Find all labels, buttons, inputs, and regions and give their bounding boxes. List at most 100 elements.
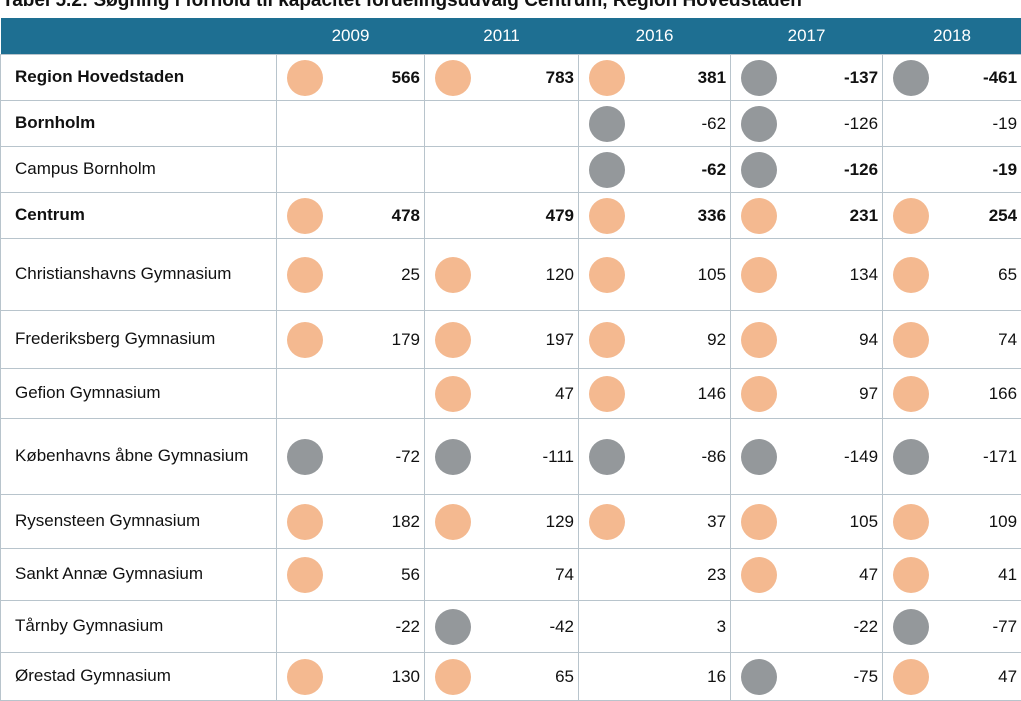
value-cell: 37 [635,495,731,549]
indicator [287,557,323,593]
indicator-cell [277,369,333,419]
indicator [893,322,929,358]
value-cell: 16 [635,653,731,701]
indicator-cell [731,311,787,369]
row-name: Campus Bornholm [1,147,277,193]
column-header: 2011 [425,18,579,55]
value-cell: 478 [333,193,425,239]
value-cell: 129 [481,495,579,549]
value-cell: 56 [333,549,425,601]
indicator-cell [883,147,939,193]
indicator-cell [731,55,787,101]
value-cell: 74 [481,549,579,601]
indicator-cell [883,653,939,701]
indicator-cell [883,495,939,549]
indicator [741,504,777,540]
indicator [287,659,323,695]
indicator [435,376,471,412]
value-cell: 105 [635,239,731,311]
indicator [589,257,625,293]
indicator-cell [579,419,635,495]
indicator [893,609,929,645]
value-cell: 134 [787,239,883,311]
value-cell: -42 [481,601,579,653]
column-header: 2017 [731,18,883,55]
indicator-cell [425,369,481,419]
indicator-cell [883,55,939,101]
row-name: Centrum [1,193,277,239]
indicator-cell [277,311,333,369]
indicator [741,106,777,142]
indicator [435,60,471,96]
value-cell: 92 [635,311,731,369]
indicator [589,60,625,96]
indicator-cell [425,147,481,193]
value-cell: 47 [939,653,1021,701]
value-cell [481,147,579,193]
value-cell: 166 [939,369,1021,419]
indicator-cell [731,653,787,701]
indicator-cell [277,495,333,549]
row-name: Sankt Annæ Gymnasium [1,549,277,601]
indicator-cell [579,193,635,239]
indicator-cell [883,239,939,311]
value-cell: 25 [333,239,425,311]
indicator-cell [579,495,635,549]
indicator-cell [883,549,939,601]
indicator-cell [579,239,635,311]
indicator-cell [883,311,939,369]
indicator-cell [425,311,481,369]
indicator [741,257,777,293]
indicator-cell [579,101,635,147]
value-cell: -126 [787,147,883,193]
value-cell [333,101,425,147]
value-cell: 74 [939,311,1021,369]
value-cell: -22 [333,601,425,653]
indicator [287,322,323,358]
value-cell: 182 [333,495,425,549]
indicator-cell [277,653,333,701]
row-name: Region Hovedstaden [1,55,277,101]
indicator [893,439,929,475]
indicator-cell [731,419,787,495]
indicator [893,659,929,695]
value-cell: 479 [481,193,579,239]
indicator-cell [277,55,333,101]
indicator-cell [883,419,939,495]
indicator [893,504,929,540]
value-cell: 254 [939,193,1021,239]
indicator-cell [883,601,939,653]
indicator-cell [731,239,787,311]
indicator-cell [425,55,481,101]
indicator-cell [277,419,333,495]
indicator-cell [277,101,333,147]
value-cell: 120 [481,239,579,311]
indicator-cell [579,147,635,193]
value-cell [333,147,425,193]
indicator [287,257,323,293]
value-cell: 109 [939,495,1021,549]
indicator-cell [579,653,635,701]
value-cell: 197 [481,311,579,369]
indicator [435,659,471,695]
value-cell: 130 [333,653,425,701]
column-header: 2016 [579,18,731,55]
indicator-cell [883,193,939,239]
table-title: Tabel 5.2: Søgning i forhold til kapacit… [2,0,802,12]
indicator-cell [579,369,635,419]
value-cell: 381 [635,55,731,101]
indicator [741,60,777,96]
indicator-cell [425,653,481,701]
indicator [741,376,777,412]
indicator-cell [425,193,481,239]
value-cell: 566 [333,55,425,101]
indicator [589,322,625,358]
indicator [435,504,471,540]
indicator [893,60,929,96]
row-name: Tårnby Gymnasium [1,601,277,653]
indicator [589,376,625,412]
